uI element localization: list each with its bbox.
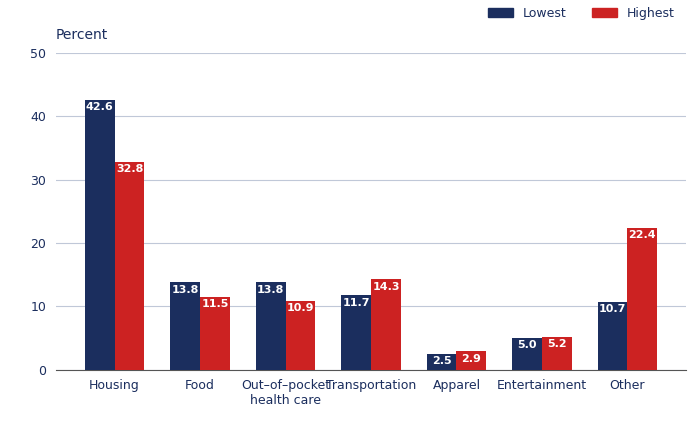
- Bar: [341, 296, 371, 370]
- Bar: [85, 100, 115, 370]
- Text: 5.2: 5.2: [547, 339, 567, 349]
- Text: 13.8: 13.8: [172, 285, 199, 295]
- Bar: [286, 301, 316, 370]
- Bar: [512, 338, 542, 370]
- Bar: [371, 279, 401, 370]
- Bar: [627, 227, 657, 370]
- Text: Percent: Percent: [56, 28, 108, 42]
- Text: 10.7: 10.7: [598, 304, 626, 314]
- Text: 2.5: 2.5: [432, 356, 452, 366]
- Text: 14.3: 14.3: [372, 282, 400, 292]
- Bar: [115, 162, 144, 370]
- Bar: [170, 282, 200, 370]
- Bar: [200, 297, 230, 370]
- Text: 32.8: 32.8: [116, 164, 144, 174]
- Text: 5.0: 5.0: [517, 341, 537, 350]
- Bar: [456, 351, 486, 370]
- Bar: [256, 282, 286, 370]
- Bar: [426, 354, 456, 370]
- Bar: [598, 302, 627, 370]
- Text: 10.9: 10.9: [287, 303, 314, 313]
- Bar: [542, 337, 572, 370]
- Text: 42.6: 42.6: [85, 102, 113, 112]
- Text: 2.9: 2.9: [461, 354, 482, 364]
- Legend: Lowest, Highest: Lowest, Highest: [483, 2, 680, 25]
- Text: 22.4: 22.4: [629, 230, 656, 240]
- Text: 11.5: 11.5: [202, 299, 229, 309]
- Text: 13.8: 13.8: [257, 285, 284, 295]
- Text: 11.7: 11.7: [342, 298, 370, 308]
